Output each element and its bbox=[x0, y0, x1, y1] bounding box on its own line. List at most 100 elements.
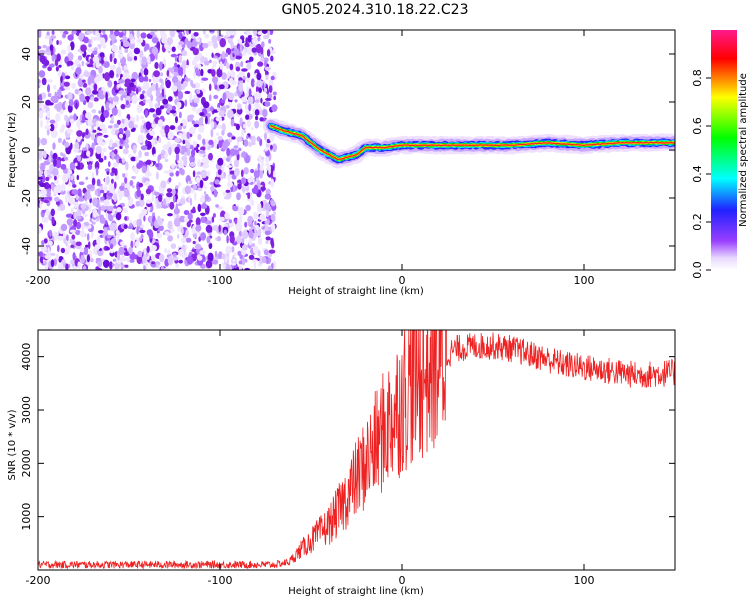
noise-speckle bbox=[124, 143, 130, 149]
noise-speckle bbox=[252, 245, 259, 254]
noise-speckle bbox=[223, 264, 226, 270]
noise-speckle bbox=[204, 33, 210, 39]
noise-speckle bbox=[158, 153, 162, 161]
noise-speckle bbox=[112, 142, 118, 148]
noise-speckle bbox=[257, 236, 263, 246]
noise-speckle bbox=[116, 207, 122, 213]
noise-speckle bbox=[255, 115, 259, 121]
noise-speckle bbox=[248, 88, 252, 97]
noise-speckle bbox=[214, 138, 218, 148]
noise-speckle bbox=[96, 178, 101, 186]
noise-speckle bbox=[158, 137, 162, 144]
noise-speckle bbox=[67, 104, 73, 113]
noise-speckle bbox=[164, 158, 169, 163]
noise-speckle bbox=[95, 167, 99, 176]
noise-speckle bbox=[39, 162, 46, 171]
noise-speckle bbox=[56, 40, 59, 45]
noise-speckle bbox=[171, 144, 176, 150]
noise-speckle bbox=[238, 264, 243, 270]
noise-speckle bbox=[199, 250, 206, 255]
noise-speckle bbox=[91, 124, 94, 131]
noise-speckle bbox=[86, 63, 94, 68]
noise-speckle bbox=[113, 57, 117, 65]
noise-speckle bbox=[38, 55, 41, 60]
noise-speckle bbox=[46, 254, 52, 258]
noise-speckle bbox=[123, 188, 130, 198]
noise-speckle bbox=[197, 203, 202, 213]
noise-speckle bbox=[71, 234, 76, 240]
noise-speckle bbox=[50, 259, 55, 267]
noise-speckle bbox=[69, 115, 75, 120]
noise-speckle bbox=[206, 170, 211, 177]
noise-speckle bbox=[155, 107, 162, 116]
noise-speckle bbox=[86, 193, 92, 200]
noise-speckle bbox=[145, 121, 152, 130]
noise-speckle bbox=[192, 141, 197, 148]
noise-speckle bbox=[112, 258, 117, 262]
noise-speckle bbox=[175, 185, 179, 189]
noise-speckle bbox=[164, 248, 168, 253]
signal-track bbox=[263, 118, 675, 169]
noise-speckle bbox=[96, 33, 101, 41]
noise-speckle bbox=[179, 215, 186, 223]
noise-speckle bbox=[177, 84, 182, 93]
noise-speckle bbox=[163, 198, 167, 206]
noise-speckle bbox=[242, 48, 246, 57]
noise-speckle bbox=[124, 129, 131, 138]
noise-speckle bbox=[162, 98, 169, 105]
noise-speckle bbox=[57, 137, 63, 143]
noise-speckle bbox=[113, 149, 118, 155]
noise-speckle bbox=[179, 198, 186, 205]
noise-speckle bbox=[52, 142, 56, 150]
noise-speckle bbox=[61, 124, 66, 130]
noise-speckle bbox=[165, 79, 171, 89]
noise-speckle bbox=[99, 123, 106, 130]
noise-speckle bbox=[235, 66, 241, 72]
noise-speckle bbox=[139, 236, 142, 242]
noise-speckle bbox=[248, 237, 253, 246]
noise-speckle bbox=[200, 169, 208, 179]
noise-speckle bbox=[115, 212, 122, 221]
noise-speckle bbox=[49, 123, 55, 132]
noise-speckle bbox=[268, 85, 273, 94]
noise-speckle bbox=[47, 169, 51, 174]
noise-speckle bbox=[198, 117, 204, 126]
noise-speckle bbox=[70, 238, 73, 244]
noise-speckle bbox=[131, 95, 138, 104]
noise-speckle bbox=[265, 97, 272, 101]
noise-speckle bbox=[217, 169, 222, 176]
noise-speckle bbox=[166, 70, 170, 77]
noise-speckle bbox=[149, 248, 152, 253]
noise-speckle bbox=[262, 199, 267, 204]
noise-speckle bbox=[227, 132, 233, 138]
noise-speckle bbox=[55, 113, 61, 122]
noise-speckle bbox=[230, 41, 234, 49]
snr-x-tick-label: -200 bbox=[26, 574, 51, 587]
noise-speckle bbox=[138, 150, 142, 158]
noise-speckle bbox=[86, 254, 91, 263]
noise-speckle bbox=[143, 46, 147, 52]
noise-speckle bbox=[47, 66, 52, 72]
noise-speckle bbox=[235, 61, 241, 69]
noise-speckle bbox=[253, 211, 257, 220]
noise-speckle bbox=[231, 136, 236, 140]
noise-speckle bbox=[181, 119, 188, 127]
noise-speckle bbox=[195, 224, 202, 232]
noise-speckle bbox=[43, 200, 50, 203]
noise-speckle-region bbox=[38, 30, 278, 270]
noise-speckle bbox=[57, 69, 62, 78]
noise-speckle bbox=[211, 259, 219, 265]
noise-speckle bbox=[124, 176, 128, 184]
noise-speckle bbox=[266, 30, 271, 37]
noise-speckle bbox=[109, 70, 115, 78]
noise-speckle bbox=[248, 142, 252, 147]
noise-speckle bbox=[118, 158, 123, 164]
noise-speckle bbox=[91, 221, 96, 225]
noise-speckle bbox=[170, 243, 177, 250]
noise-speckle bbox=[237, 207, 245, 216]
noise-speckle bbox=[204, 193, 209, 202]
noise-speckle bbox=[233, 145, 239, 149]
noise-speckle bbox=[248, 103, 251, 112]
noise-speckle bbox=[102, 148, 107, 152]
noise-speckle bbox=[265, 236, 271, 241]
